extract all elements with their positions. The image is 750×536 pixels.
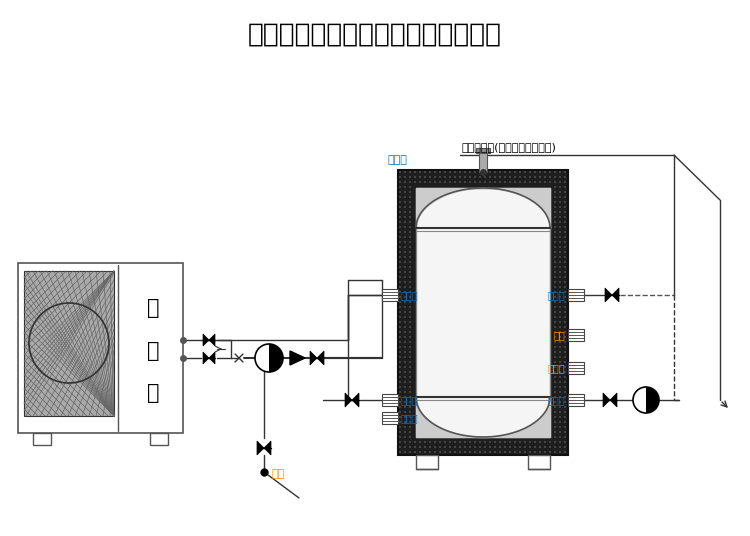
Bar (568, 394, 584, 406)
Bar (479, 152, 487, 172)
Bar (33, 433, 51, 445)
Text: 补水: 补水 (272, 469, 285, 479)
Bar (24, 271, 114, 416)
Bar (18, 263, 183, 433)
Text: 空: 空 (147, 298, 159, 318)
Polygon shape (290, 351, 305, 365)
Text: 铁棒: 铁棒 (554, 330, 565, 340)
Bar (476, 148, 490, 153)
Polygon shape (610, 393, 617, 407)
Polygon shape (352, 393, 359, 407)
Bar (150, 433, 168, 445)
Polygon shape (209, 352, 215, 364)
Polygon shape (345, 393, 352, 407)
Text: 气: 气 (147, 341, 159, 361)
Bar (382, 289, 398, 301)
Polygon shape (269, 344, 283, 372)
Text: 测温口: 测温口 (548, 363, 565, 373)
Polygon shape (317, 351, 324, 365)
Circle shape (255, 344, 283, 372)
Polygon shape (603, 393, 610, 407)
Text: 循环口: 循环口 (401, 290, 418, 300)
Bar (568, 289, 584, 301)
Bar (416, 188, 550, 437)
Text: 循环口: 循环口 (401, 395, 418, 405)
Text: 循环口: 循环口 (548, 290, 565, 300)
Polygon shape (264, 441, 271, 455)
Bar (528, 455, 550, 469)
Text: 排污口: 排污口 (401, 413, 418, 423)
Bar (382, 394, 398, 406)
Bar (568, 362, 584, 374)
Polygon shape (605, 288, 612, 302)
Bar (568, 329, 584, 341)
Polygon shape (209, 334, 215, 346)
Polygon shape (203, 352, 209, 364)
Text: 排气口: 排气口 (388, 155, 408, 165)
Bar (382, 412, 398, 424)
Bar (416, 455, 438, 469)
Text: 接室内末端(地暖风机或暖气片): 接室内末端(地暖风机或暖气片) (462, 142, 556, 152)
Polygon shape (203, 334, 209, 346)
Text: 双循环缓冲水箱供暖系统安装示意图: 双循环缓冲水箱供暖系统安装示意图 (248, 22, 502, 48)
Text: 循环口: 循环口 (548, 395, 565, 405)
Text: 能: 能 (147, 383, 159, 403)
Polygon shape (310, 351, 317, 365)
Polygon shape (646, 387, 659, 413)
Polygon shape (257, 441, 264, 455)
Bar (398, 170, 568, 455)
Circle shape (633, 387, 659, 413)
Polygon shape (612, 288, 619, 302)
